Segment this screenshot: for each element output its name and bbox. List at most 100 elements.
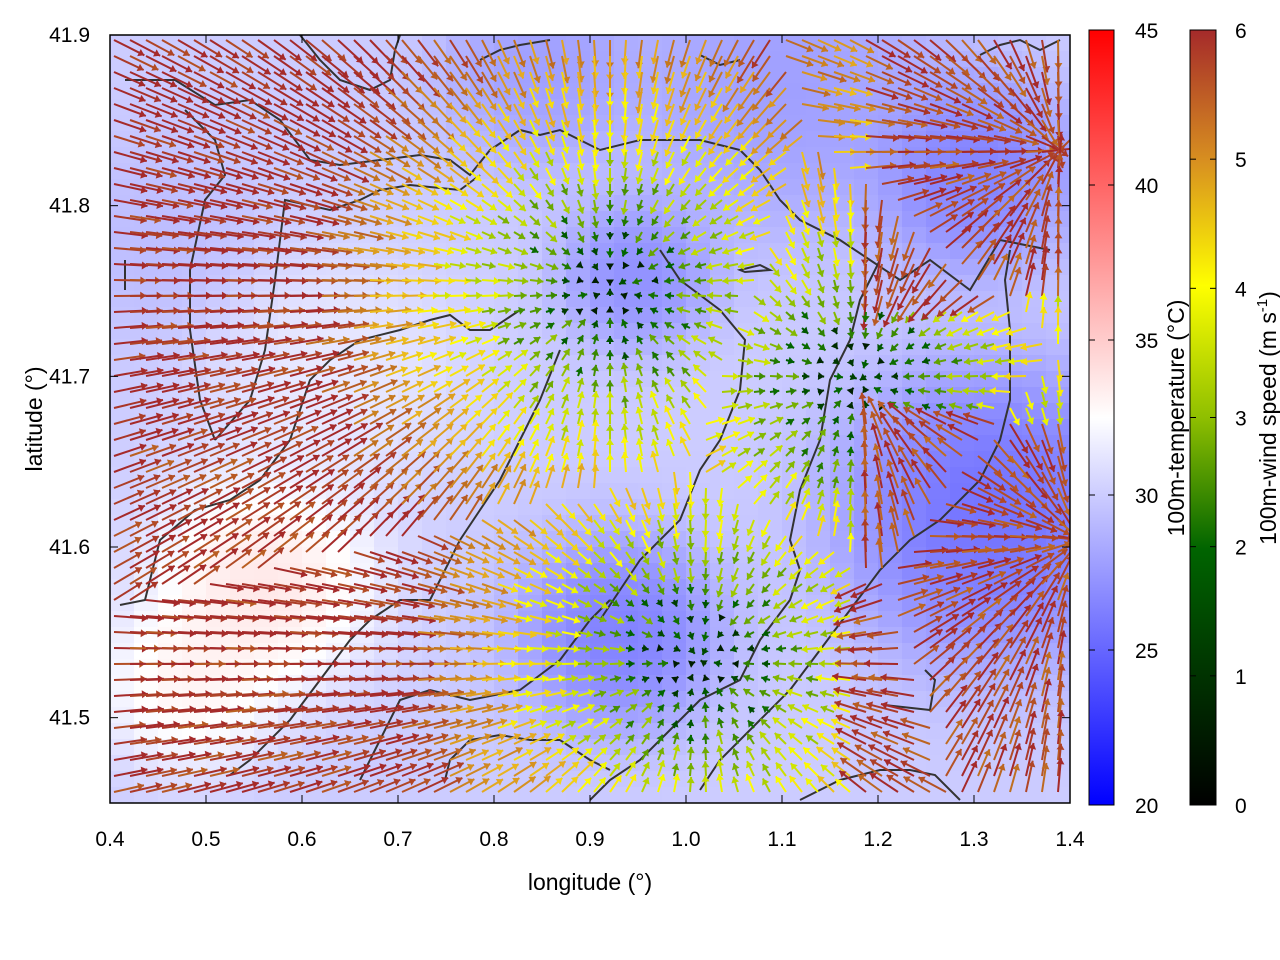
temperature-cell (518, 499, 543, 516)
temperature-cell (734, 355, 759, 372)
temperature-cell (206, 627, 231, 644)
temperature-cell (542, 291, 567, 308)
temperature-cell (902, 227, 927, 244)
temperature-cell (110, 179, 135, 196)
temperature-cell (926, 35, 951, 52)
temperature-cell (350, 435, 375, 452)
temperature-cell (422, 355, 447, 372)
temperature-cell (350, 627, 375, 644)
temperature-cell (614, 451, 639, 468)
temperature-cell (614, 595, 639, 612)
temperature-cell (542, 227, 567, 244)
temperature-cell (134, 83, 159, 100)
temperature-cell (398, 643, 423, 660)
temperature-cell (950, 291, 975, 308)
temperature-cell (182, 275, 207, 292)
temperature-cell (302, 67, 327, 84)
temperature-cell (758, 243, 783, 260)
temperature-cell (542, 403, 567, 420)
temperature-cell (590, 515, 615, 532)
temperature-cell (134, 627, 159, 644)
temperature-cell (686, 227, 711, 244)
temperature-cell (182, 579, 207, 596)
temperature-cell (446, 291, 471, 308)
temperature-cell (206, 579, 231, 596)
temperature-cell (974, 451, 999, 468)
temperature-cell (110, 643, 135, 660)
temperature-cell (662, 291, 687, 308)
temperature-cell (374, 643, 399, 660)
temperature-cell (302, 643, 327, 660)
temperature-cell (134, 243, 159, 260)
temperature-cell (350, 35, 375, 52)
temperature-cell (398, 627, 423, 644)
temperature-cell (494, 499, 519, 516)
temperature-cell (710, 691, 735, 708)
temperature-cell (182, 531, 207, 548)
temperature-cell (590, 67, 615, 84)
temperature-cell (518, 739, 543, 756)
temperature-cell (782, 67, 807, 84)
temperature-cell (566, 275, 591, 292)
temperature-cell (638, 403, 663, 420)
temperature-cell (110, 243, 135, 260)
temperature-cell (590, 643, 615, 660)
temperature-cell (566, 707, 591, 724)
temperature-cell (734, 531, 759, 548)
temperature-cell (782, 627, 807, 644)
temperature-cell (590, 483, 615, 500)
temperature-cell (782, 787, 807, 803)
temperature-cell (590, 563, 615, 580)
temperature-cell (278, 147, 303, 164)
temperature-cell (470, 563, 495, 580)
temperature-cell (134, 35, 159, 52)
temperature-cell (110, 707, 135, 724)
temperature-cell (110, 531, 135, 548)
plot-area (110, 35, 1070, 803)
temperature-cell (950, 467, 975, 484)
temperature-cell (614, 291, 639, 308)
temperature-cell (974, 291, 999, 308)
temperature-cell (134, 515, 159, 532)
temperature-cell (542, 339, 567, 356)
temperature-cell (710, 451, 735, 468)
temperature-cell (734, 515, 759, 532)
temperature-cell (110, 275, 135, 292)
temperature-cell (710, 643, 735, 660)
temperature-cell (134, 275, 159, 292)
temperature-cell (734, 35, 759, 52)
temperature-cell (110, 515, 135, 532)
temperature-cell (518, 227, 543, 244)
temperature-cell (422, 163, 447, 180)
temperature-cell (158, 611, 183, 628)
temperature-cell (206, 643, 231, 660)
temperature-cell (782, 355, 807, 372)
temperature-cell (230, 259, 255, 276)
temperature-cell (542, 627, 567, 644)
temperature-cell (662, 723, 687, 740)
temperature-cell (206, 611, 231, 628)
temperature-cell (566, 675, 591, 692)
temperature-cell (302, 547, 327, 564)
temperature-cell (518, 643, 543, 660)
temperature-cell (542, 387, 567, 404)
temperature-cell (254, 563, 279, 580)
temperature-cell (998, 403, 1023, 420)
temperature-cell (902, 787, 927, 803)
temperature-cell (734, 483, 759, 500)
temperature-cell (278, 643, 303, 660)
temperature-cell (686, 211, 711, 228)
temperature-cell (230, 275, 255, 292)
temperature-cell (806, 339, 831, 356)
temperature-cell (518, 563, 543, 580)
temperature-cell (806, 307, 831, 324)
temperature-cell (566, 355, 591, 372)
temperature-cell (494, 787, 519, 803)
temperature-cell (110, 547, 135, 564)
temperature-cell (758, 323, 783, 340)
temperature-cell (422, 787, 447, 803)
temperature-cell (182, 115, 207, 132)
temperature-cell (470, 243, 495, 260)
temperature-cell (926, 531, 951, 548)
temperature-cell (902, 323, 927, 340)
